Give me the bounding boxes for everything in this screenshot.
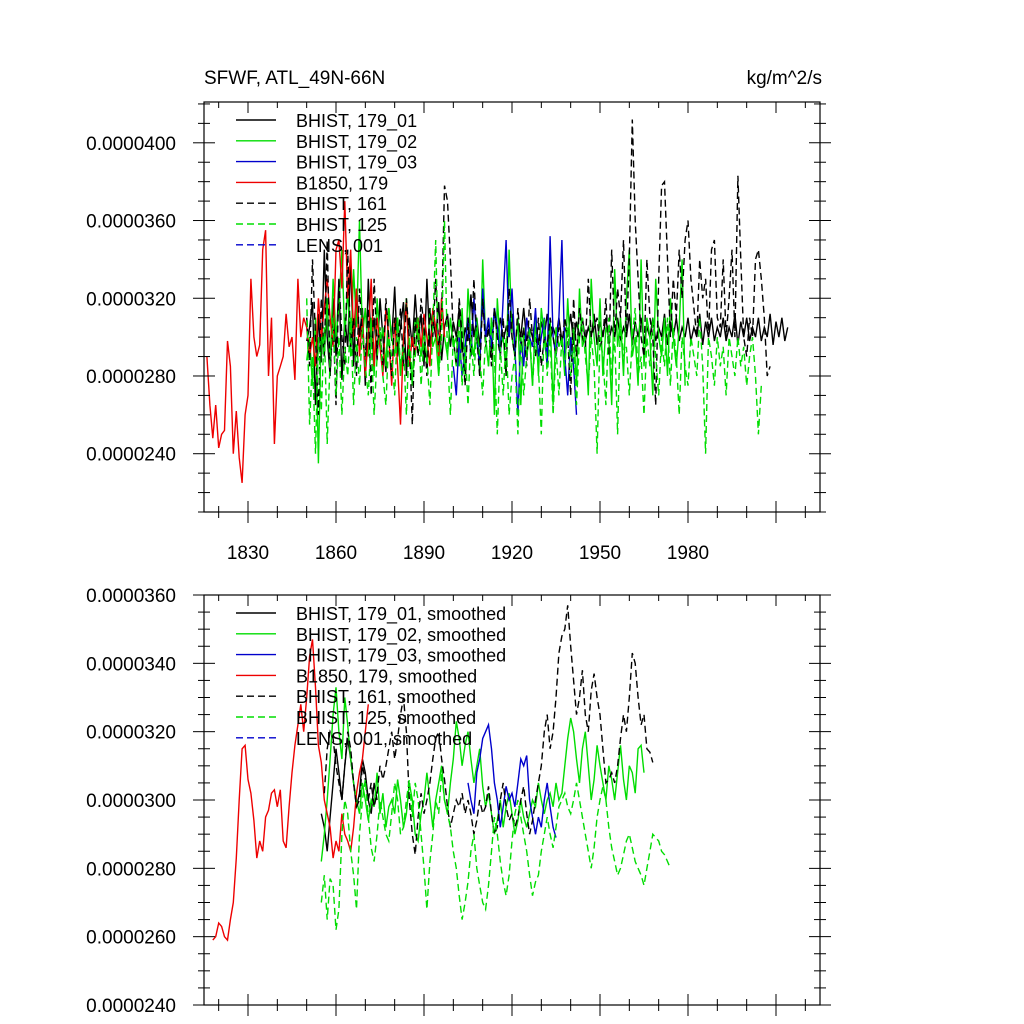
series-line-4 — [306, 119, 771, 425]
legend-label-2: BHIST, 179_03, smoothed — [296, 646, 506, 667]
y-tick-label: 0.0000280 — [86, 859, 176, 880]
x-tick-label: 1980 — [667, 543, 709, 564]
y-tick-label: 0.0000360 — [86, 212, 176, 233]
top-panel: 1830 1860 1890 1920 1950 1980 0.0000240 0.00002… — [86, 101, 831, 564]
series-line-3 — [212, 639, 369, 942]
y-tick-label: 0.0000240 — [86, 996, 176, 1017]
y-tick-label: 0.0000320 — [86, 289, 176, 310]
legend-label-3: B1850, 179, smoothed — [296, 666, 477, 686]
chart-units: kg/m^2/s — [747, 68, 822, 89]
x-tick-label: 1860 — [315, 543, 357, 564]
x-tick-label: 1890 — [403, 543, 445, 564]
legend-label-0: BHIST, 179_01 — [296, 111, 417, 132]
y-tick-label: 0.0000240 — [86, 445, 176, 466]
legend-label-2: BHIST, 179_03 — [296, 153, 417, 174]
y-tick-label: 0.0000400 — [86, 134, 176, 155]
legend-label-6: LENS, 001, smoothed — [296, 729, 472, 749]
series-line-2 — [467, 722, 557, 838]
y-tick-label: 0.0000260 — [86, 928, 176, 949]
legend-label-6: LENS, 001 — [296, 236, 383, 256]
legend-label-5: BHIST, 125 — [296, 215, 387, 235]
y-tick-label: 0.0000280 — [86, 367, 176, 388]
legend-label-3: B1850, 179 — [296, 173, 388, 193]
y-tick-label: 0.0000320 — [86, 723, 176, 744]
series-line-1 — [320, 687, 645, 862]
chart-title: SFWF, ATL_49N-66N — [204, 68, 385, 89]
x-tick-label: 1920 — [491, 543, 533, 564]
series-line-5 — [320, 772, 672, 930]
legend-label-0: BHIST, 179_01, smoothed — [296, 604, 506, 625]
x-tick-label: 1950 — [579, 543, 621, 564]
bottom-panel: 0.0000240 0.0000260 0.0000280 0.0000300 0.00… — [86, 586, 831, 1017]
legend-label-1: BHIST, 179_02 — [296, 132, 417, 153]
y-tick-label: 0.0000300 — [86, 791, 176, 812]
y-tick-label: 0.0000340 — [86, 654, 176, 675]
series-line-4 — [323, 605, 654, 855]
legend-label-4: BHIST, 161, smoothed — [296, 687, 476, 707]
legend-label-1: BHIST, 179_02, smoothed — [296, 625, 506, 646]
x-tick-label: 1830 — [227, 543, 269, 564]
y-tick-label: 0.0000360 — [86, 586, 176, 607]
legend-label-4: BHIST, 161 — [296, 194, 387, 214]
series-line-5 — [306, 220, 762, 454]
legend-label-5: BHIST, 125, smoothed — [296, 708, 476, 728]
